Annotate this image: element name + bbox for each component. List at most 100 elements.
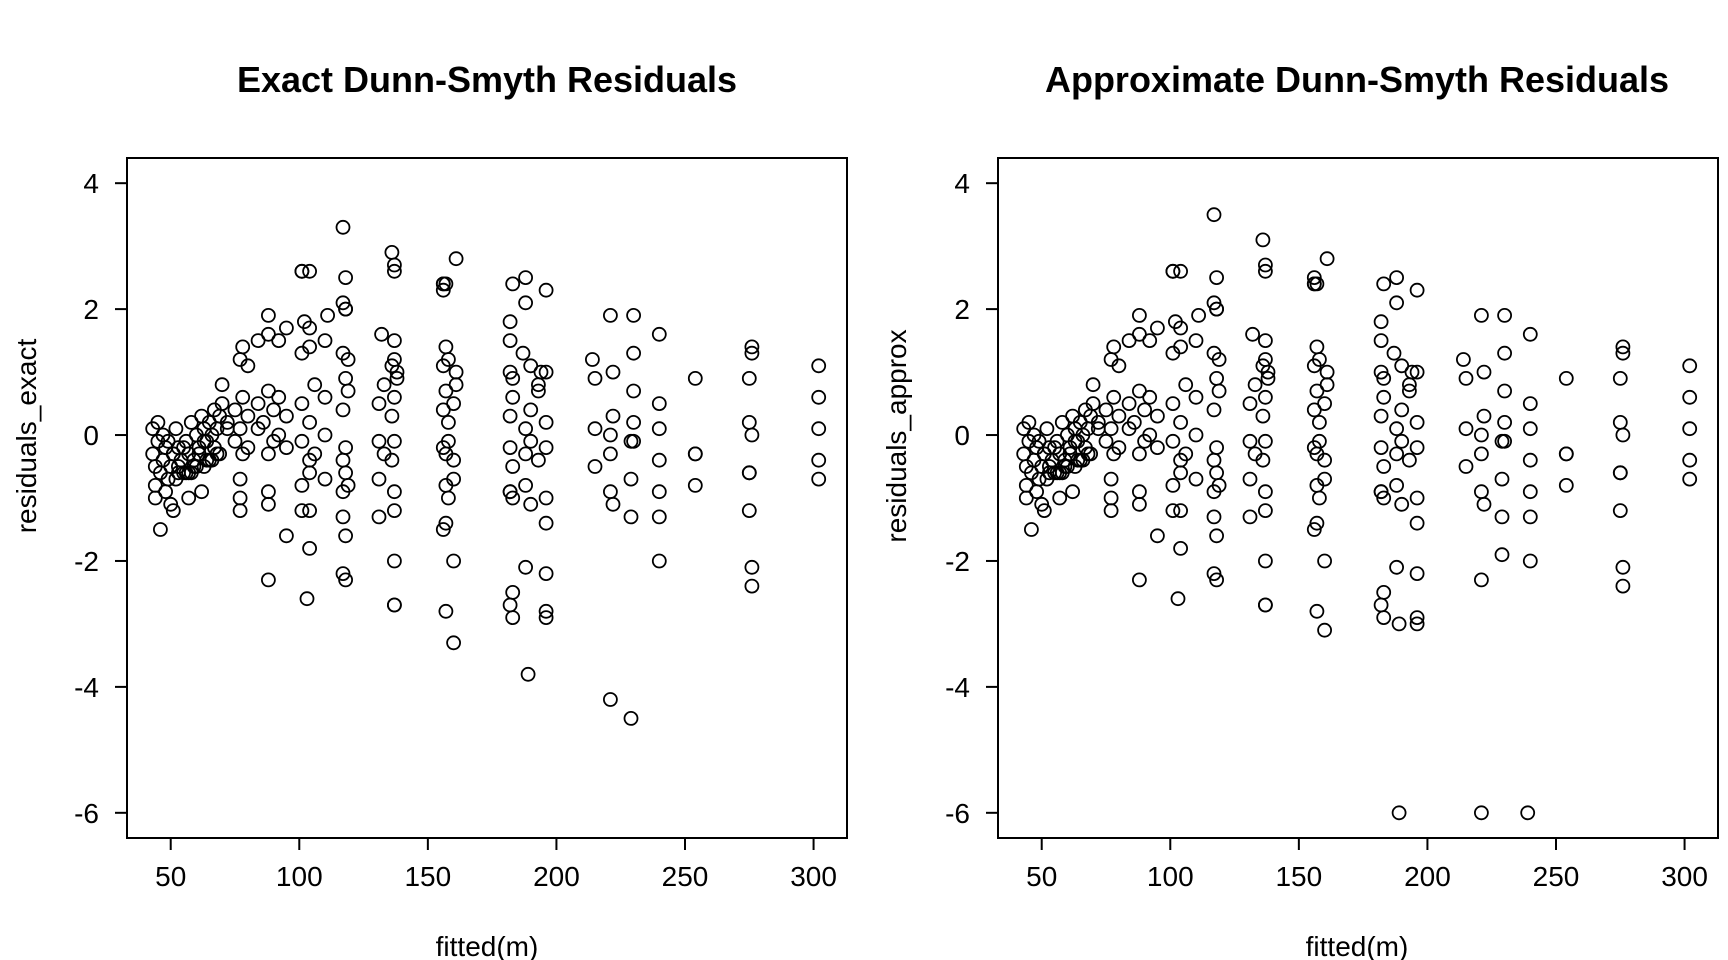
- left-data-point: [389, 364, 405, 380]
- right-data-point: [1522, 553, 1538, 569]
- right-data-point: [1306, 276, 1322, 292]
- right-data-point: [1173, 339, 1188, 355]
- left-data-point: [214, 377, 230, 393]
- left-data-point: [448, 251, 464, 267]
- right-data-point: [1090, 421, 1106, 437]
- right-data-point: [1103, 471, 1119, 487]
- right-data-point: [1474, 307, 1489, 323]
- right-data-point: [1373, 440, 1389, 456]
- right-y-tick-label: -4: [945, 672, 970, 703]
- right-data-point: [1409, 515, 1425, 531]
- left-y-tick-label: 4: [83, 168, 99, 199]
- right-data-point: [1494, 547, 1510, 563]
- left-data-point: [741, 465, 757, 481]
- left-data-point: [440, 490, 456, 506]
- right-data-point: [1386, 345, 1402, 361]
- left-data-point: [386, 484, 402, 500]
- left-data-point: [623, 509, 639, 525]
- left-data-point: [520, 666, 536, 682]
- left-data-point: [518, 270, 533, 286]
- right-data-point: [1255, 408, 1271, 424]
- left-data-point: [302, 320, 318, 336]
- left-data-point: [335, 566, 351, 581]
- right-data-point: [1558, 370, 1574, 386]
- right-data-point: [1258, 257, 1273, 273]
- right-data-point: [1090, 414, 1106, 430]
- left-data-point: [605, 364, 621, 380]
- left-data-point: [502, 364, 518, 380]
- right-data-point: [1258, 597, 1273, 613]
- left-data-point: [227, 402, 243, 418]
- right-data-point: [1394, 402, 1410, 418]
- right-data-point: [1317, 553, 1332, 569]
- left-data-point: [435, 522, 451, 537]
- right-data-point: [1085, 396, 1101, 412]
- left-data-point: [294, 503, 310, 519]
- left-data-point: [386, 389, 402, 405]
- right-data-point: [1312, 490, 1327, 506]
- right-data-point: [1456, 352, 1471, 367]
- left-data-point: [587, 421, 603, 437]
- left-data-point: [386, 333, 402, 349]
- right-data-point: [1615, 559, 1631, 575]
- left-data-point: [389, 370, 405, 386]
- right-data-point: [1404, 364, 1420, 380]
- left-axes: 50 100 150 200 250 300 -6 -4 -2 0 2 4: [74, 157, 848, 892]
- left-data-point: [587, 370, 603, 386]
- right-data-point: [1258, 553, 1273, 569]
- right-x-tick-label: 250: [1533, 861, 1580, 892]
- left-data-point: [320, 307, 336, 323]
- right-data-point: [1165, 503, 1181, 519]
- left-data-point: [299, 591, 315, 607]
- right-data-point: [1317, 622, 1332, 638]
- right-data-point: [1188, 427, 1204, 443]
- right-data-point: [1615, 345, 1631, 361]
- right-data-point: [1047, 440, 1062, 456]
- left-data-point: [278, 440, 294, 456]
- right-data-point: [1522, 484, 1538, 500]
- right-data-point: [1558, 477, 1574, 493]
- left-data-point: [160, 433, 176, 449]
- right-data-point: [1409, 282, 1425, 298]
- right-data-point: [1474, 446, 1489, 462]
- left-data-point: [651, 396, 667, 412]
- left-data-point: [214, 396, 230, 412]
- right-data-point: [1615, 427, 1631, 443]
- right-data-point: [1242, 471, 1258, 487]
- right-data-point: [1373, 333, 1389, 349]
- right-x-tick-label: 50: [1026, 861, 1057, 892]
- right-data-point: [1142, 427, 1158, 443]
- right-data-point: [1476, 364, 1492, 380]
- left-data-point: [266, 402, 282, 418]
- right-data-point: [1409, 610, 1425, 625]
- right-data-point: [1373, 484, 1389, 500]
- left-data-point: [271, 389, 287, 405]
- right-data-point: [1458, 459, 1474, 474]
- right-y-tick-label: 0: [954, 420, 970, 451]
- right-data-point: [1312, 414, 1327, 430]
- left-data-point: [523, 433, 539, 449]
- left-data-point: [651, 452, 667, 468]
- left-data-point: [811, 421, 827, 437]
- right-data-point: [1211, 477, 1227, 493]
- left-y-tick-label: -4: [74, 672, 99, 703]
- left-data-point: [502, 440, 518, 456]
- left-data-point: [538, 610, 554, 625]
- right-data-point: [1111, 358, 1127, 374]
- left-data-point: [271, 427, 287, 443]
- right-data-point: [1520, 805, 1536, 821]
- right-data-point: [1389, 295, 1404, 311]
- right-data-point: [1494, 509, 1510, 525]
- left-data-point: [438, 603, 454, 619]
- left-data-point: [538, 603, 554, 619]
- right-data-point: [1111, 440, 1127, 456]
- right-data-point: [1132, 572, 1147, 588]
- left-data-point: [302, 263, 318, 279]
- right-data-point: [1682, 389, 1698, 405]
- right-data-point: [1306, 270, 1322, 286]
- left-x-tick-label: 150: [404, 861, 451, 892]
- left-data-point: [163, 496, 179, 512]
- right-data-point: [1409, 566, 1425, 581]
- left-data-point: [235, 339, 251, 355]
- left-data-point: [603, 427, 618, 443]
